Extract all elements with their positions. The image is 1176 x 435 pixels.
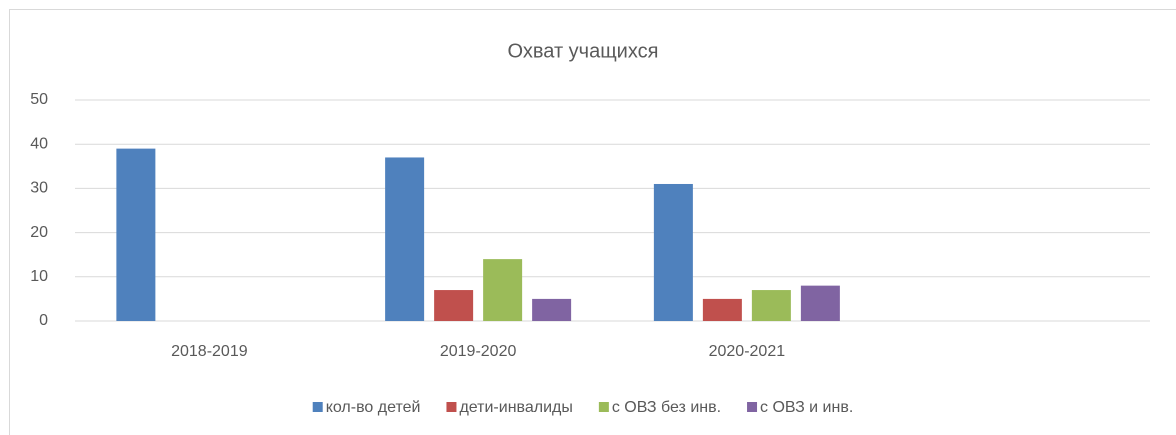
x-tick-label: 2018-2019 bbox=[171, 343, 248, 360]
bar bbox=[434, 290, 474, 321]
bar bbox=[702, 298, 742, 321]
bar bbox=[653, 183, 693, 321]
legend-label: кол-во детей bbox=[326, 399, 421, 416]
legend-label: с ОВЗ без инв. bbox=[612, 399, 721, 416]
bar bbox=[532, 298, 572, 321]
y-tick-label: 20 bbox=[30, 224, 48, 241]
bar bbox=[116, 148, 156, 321]
y-tick-label: 30 bbox=[30, 180, 48, 197]
legend-label: дети-инвалиды bbox=[459, 399, 572, 416]
x-tick-label: 2019-2020 bbox=[440, 343, 517, 360]
y-tick-label: 40 bbox=[30, 135, 48, 152]
bar bbox=[800, 285, 840, 321]
legend-swatch bbox=[446, 402, 457, 412]
bar bbox=[751, 290, 791, 321]
legend-label: с ОВЗ и инв. bbox=[760, 399, 853, 416]
legend-swatch bbox=[598, 402, 609, 412]
chart-border bbox=[9, 9, 1176, 435]
legend-swatch bbox=[747, 402, 758, 412]
y-tick-label: 0 bbox=[39, 312, 48, 329]
x-tick-label: 2020-2021 bbox=[709, 343, 786, 360]
y-tick-label: 10 bbox=[30, 268, 48, 285]
bar bbox=[483, 259, 523, 321]
legend-swatch bbox=[312, 402, 323, 412]
bar bbox=[385, 157, 425, 321]
y-tick-label: 50 bbox=[30, 91, 48, 108]
chart-title: Охват учащихся bbox=[508, 40, 659, 62]
